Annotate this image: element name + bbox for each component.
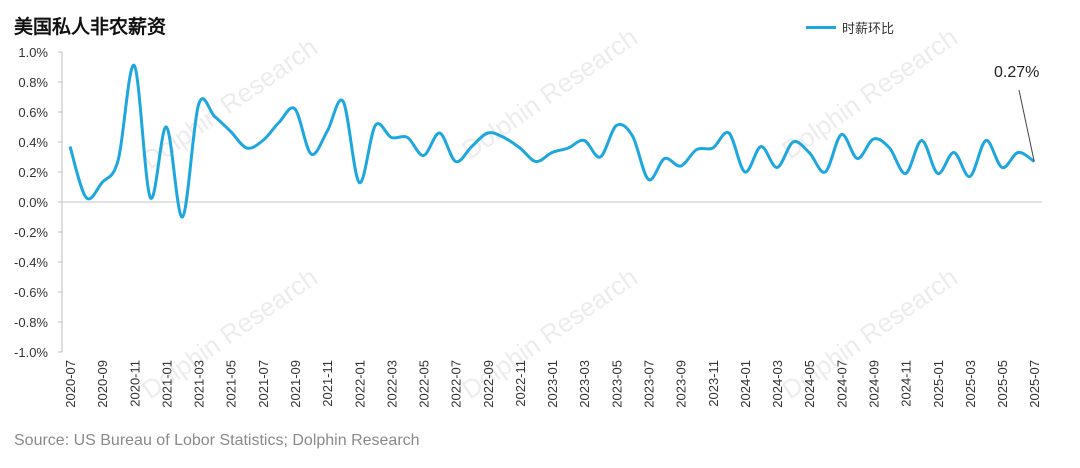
- x-tick-label: 2022-07: [449, 360, 464, 408]
- x-tick-label: 2025-01: [931, 360, 946, 408]
- x-tick-label: 2020-11: [127, 360, 142, 407]
- x-tick-label: 2024-03: [770, 360, 785, 408]
- x-tick-label: 2025-07: [1027, 360, 1042, 408]
- x-tick-label: 2024-01: [738, 360, 753, 408]
- x-tick-label: 2020-09: [95, 360, 110, 408]
- x-tick-label: 2023-07: [642, 360, 657, 408]
- x-tick-label: 2024-09: [867, 360, 882, 408]
- annotation-leader-line: [1018, 89, 1035, 162]
- x-tick-label: 2021-09: [288, 360, 303, 408]
- legend: 时薪环比: [806, 18, 894, 37]
- x-tick-label: 2021-11: [320, 360, 335, 407]
- x-tick-label: 2023-03: [577, 360, 592, 408]
- x-tick-label: 2024-11: [899, 360, 914, 407]
- x-tick-label: 2025-05: [995, 360, 1010, 408]
- chart-title: 美国私人非农薪资: [14, 16, 167, 38]
- y-tick-label: 0.8%: [18, 75, 48, 90]
- y-tick-label: -0.2%: [14, 225, 48, 240]
- x-tick-label: 2022-05: [417, 360, 432, 408]
- watermark: Dolphin Research: [136, 32, 323, 175]
- x-tick-label: 2025-03: [963, 360, 978, 408]
- x-tick-label: 2023-09: [674, 360, 689, 408]
- x-tick-label: 2022-01: [352, 360, 367, 408]
- y-tick-label: 0.4%: [18, 135, 48, 150]
- x-tick-label: 2021-03: [192, 360, 207, 408]
- x-tick-label: 2023-05: [609, 360, 624, 408]
- y-tick-label: 0.2%: [18, 165, 48, 180]
- y-tick-label: -0.6%: [14, 285, 48, 300]
- x-tick-label: 2021-05: [224, 360, 239, 408]
- y-tick-label: 0.0%: [18, 195, 48, 210]
- x-tick-label: 2024-07: [834, 360, 849, 408]
- x-tick-label: 2020-07: [63, 360, 78, 408]
- y-tick-label: -0.8%: [14, 315, 48, 330]
- x-tick-label: 2021-01: [159, 360, 174, 408]
- x-tick-label: 2021-07: [256, 360, 271, 408]
- y-tick-label: 0.6%: [18, 105, 48, 120]
- source-note: Source: US Bureau of Lobor Statistics; D…: [14, 432, 420, 449]
- y-tick-label: -0.4%: [14, 255, 48, 270]
- x-tick-label: 2022-09: [481, 360, 496, 408]
- x-tick-label: 2023-01: [545, 360, 560, 408]
- x-tick-label: 2024-05: [802, 360, 817, 408]
- legend-label: 时薪环比: [842, 22, 895, 37]
- x-tick-label: 2022-03: [384, 360, 399, 408]
- x-tick-label: 2022-11: [513, 360, 528, 407]
- legend-swatch: [806, 26, 836, 29]
- y-tick-label: 1.0%: [18, 45, 48, 60]
- last-value-annotation: 0.27%: [994, 64, 1040, 81]
- x-tick-label: 2023-11: [706, 360, 721, 407]
- watermark: Dolphin Research: [456, 22, 643, 165]
- y-tick-label: -1.0%: [14, 345, 48, 360]
